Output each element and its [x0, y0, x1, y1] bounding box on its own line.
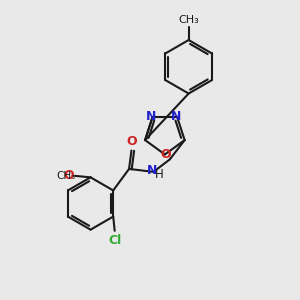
Text: N: N: [146, 110, 156, 123]
Text: CH₃: CH₃: [56, 171, 75, 181]
Text: N: N: [147, 164, 157, 178]
Text: O: O: [160, 148, 171, 161]
Text: N: N: [171, 110, 182, 123]
Text: CH₃: CH₃: [178, 15, 199, 25]
Text: O: O: [64, 169, 74, 182]
Text: Cl: Cl: [108, 234, 121, 247]
Text: H: H: [155, 168, 164, 181]
Text: O: O: [126, 134, 137, 148]
